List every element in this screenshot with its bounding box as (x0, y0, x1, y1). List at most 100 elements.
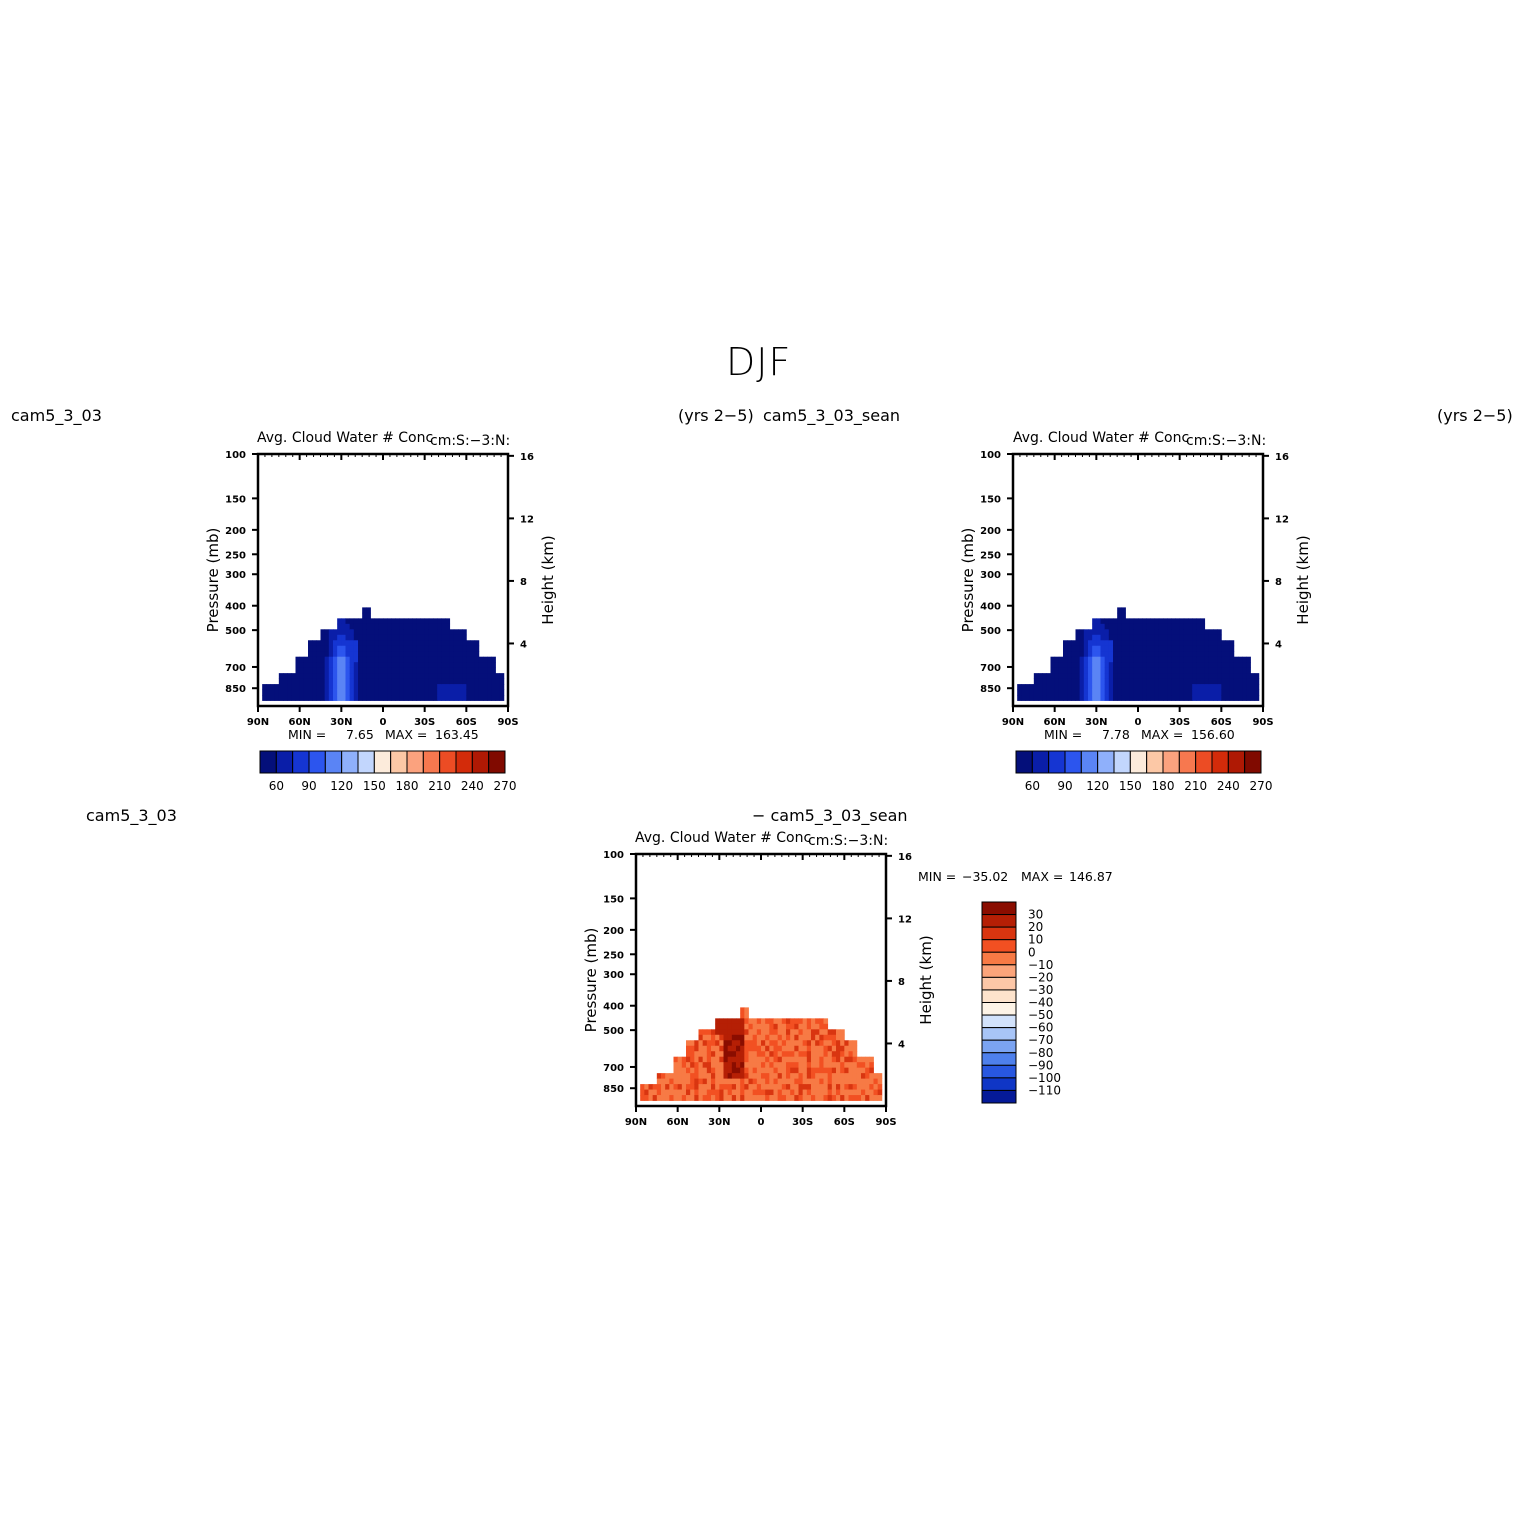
panel-1-cell (349, 618, 355, 625)
panel-1-cell (366, 640, 371, 647)
panel-2-cell (1138, 623, 1143, 630)
panel-2-cell (1188, 623, 1193, 630)
panel-1-cell (395, 695, 401, 701)
panel-diff-cell (744, 1012, 749, 1019)
panel-2-colorbar-box (1031, 750, 1050, 774)
panel-1-cell (416, 662, 421, 669)
panel-diff-cell (811, 1040, 816, 1047)
panel-1-cell (345, 640, 351, 647)
panel-2-cell (1221, 678, 1226, 685)
panel-2-cell (1179, 695, 1185, 701)
panel-2-cell (1038, 689, 1043, 696)
panel-2-cell (1088, 651, 1093, 658)
panel-1-cell (378, 629, 384, 636)
panel-1-cell (366, 667, 371, 674)
panel-2-cell (1063, 695, 1068, 701)
panel-2-cell (1083, 645, 1089, 652)
panel-diff-cell (852, 1051, 858, 1058)
panel-diff-cell (765, 1018, 770, 1025)
panel-diff-cell (790, 1062, 795, 1069)
panel-1-cell (441, 651, 446, 658)
panel-diff-cell (711, 1056, 716, 1063)
panel-1-cell (412, 695, 417, 701)
panel-2-cell (1175, 634, 1181, 641)
panel-diff-cell (761, 1034, 766, 1041)
panel-1-cell (420, 689, 426, 696)
panel-diff-cell (844, 1084, 849, 1090)
panel-2-cell (1117, 695, 1122, 701)
panel-2-colorbar-box (1015, 750, 1033, 774)
panel-2-cell (1163, 684, 1168, 690)
panel-2-cell (1171, 656, 1176, 663)
panel-1-y-tick-label: 100 (225, 450, 246, 461)
panel-diff-cell (819, 1023, 824, 1030)
panel-diff-cell (727, 1095, 733, 1101)
panel-diff-cell (715, 1051, 720, 1058)
panel-1-cell (449, 629, 455, 636)
panel-diff-cell (781, 1029, 787, 1036)
panel-2-cell (1142, 640, 1147, 647)
panel-2-cell (1150, 656, 1156, 663)
panel-1-cell (391, 629, 396, 636)
panel-2-cell (1050, 656, 1056, 663)
panel-2-cell (1088, 656, 1093, 663)
panel-1-cell (358, 618, 363, 625)
panel-1-cell (378, 695, 384, 701)
panel-1-cell (487, 673, 492, 680)
panel-1-colorbar-box (341, 750, 359, 774)
panel-2-cell (1200, 662, 1206, 669)
panel-1-cell (262, 689, 267, 696)
panel-1-cell (483, 673, 488, 680)
panel-1-cell (395, 645, 401, 652)
panel-2-cell (1213, 684, 1218, 690)
panel-diff-cell (873, 1095, 879, 1101)
panel-diff-cell (748, 1062, 754, 1069)
panel-diff-cell (802, 1067, 808, 1074)
panel-2-cell (1046, 678, 1051, 685)
panel-diff-cell (690, 1078, 695, 1085)
panel-1-cell (320, 673, 326, 680)
panel-1-cell (358, 695, 363, 701)
panel-1-colorbar-box (406, 750, 424, 774)
panel-2-cell (1121, 607, 1126, 614)
panel-1-cell (353, 656, 359, 663)
panel-2-cell (1163, 634, 1168, 641)
panel-diff-cell (715, 1095, 720, 1101)
panel-2-cell (1088, 629, 1093, 636)
panel-1-colorbar-box (324, 750, 343, 774)
panel-diff-cell (861, 1084, 866, 1090)
panel-diff-cell (819, 1089, 824, 1096)
panel-1-cell (333, 684, 338, 690)
panel-2-cell (1167, 623, 1172, 630)
panel-1-cell (383, 684, 388, 690)
panel-diff-cell (786, 1051, 791, 1058)
panel-2-cell (1138, 678, 1143, 685)
panel-2-cell (1179, 662, 1185, 669)
panel-diff-cell (702, 1034, 708, 1041)
panel-2-cell (1017, 684, 1022, 690)
panel-1-cell (345, 678, 351, 685)
panel-1-cell (449, 695, 455, 701)
panel-diff-cell (723, 1084, 729, 1090)
panel-diff-cell (686, 1051, 691, 1058)
panel-1-cell (453, 634, 459, 641)
panel-1-cell (345, 623, 351, 630)
panel-2-cell (1146, 673, 1151, 680)
panel-2-cell (1213, 629, 1218, 636)
panel-1-cell (366, 607, 371, 614)
panel-1-cell (308, 673, 313, 680)
panel-2-cell (1142, 656, 1147, 663)
panel-1-cell (316, 651, 321, 658)
panel-1-cell (412, 689, 417, 696)
panel-diff-cell (761, 1062, 766, 1069)
panel-2-cell (1213, 689, 1218, 696)
panel-diff-cell (773, 1018, 779, 1025)
panel-1-cell (395, 689, 401, 696)
panel-diff-cell (840, 1073, 845, 1080)
panel-2-cell (1217, 634, 1222, 641)
panel-diff-y-tick-label: 100 (603, 850, 624, 861)
panel-2-y-right-tick-label: 16 (1275, 452, 1289, 463)
panel-2-cell (1129, 640, 1135, 647)
panel-2-cell (1121, 612, 1126, 619)
